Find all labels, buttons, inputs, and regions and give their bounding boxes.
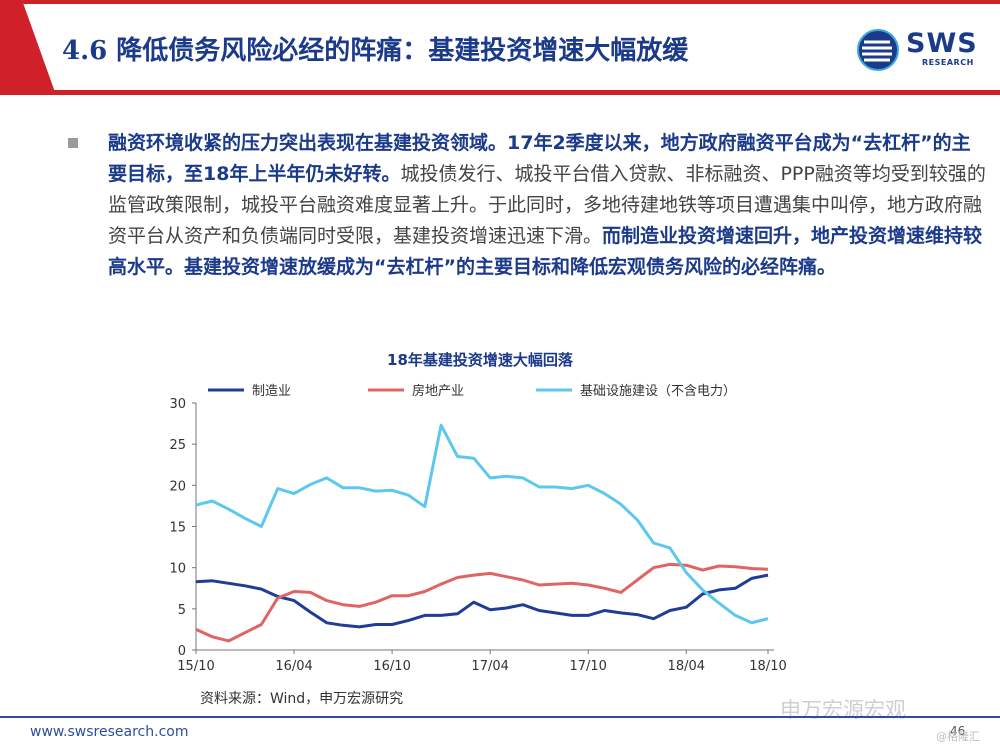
series-line-1: [195, 573, 769, 629]
series-line-2: [195, 562, 769, 643]
y-tick-label: 5: [178, 603, 186, 618]
paragraph-text: 融资环境收紧的压力突出表现在基建投资领域。17年2季度以来，地方政府融资平台成为…: [108, 128, 988, 283]
x-tick-label: 18/10: [749, 659, 786, 674]
chart-title: 18年基建投资增速大幅回落: [387, 351, 574, 369]
chart: 18年基建投资增速大幅回落 制造业 房地产业 基础设施建设（不含电力） 0 5 10 15…: [169, 351, 786, 707]
footer-url[interactable]: www.swsresearch.com: [30, 724, 189, 740]
page-title: 4.6 降低债务风险必经的阵痛：基建投资增速大幅放缓: [62, 36, 689, 66]
watermark-sub: @格隆汇: [936, 730, 980, 743]
plot-area: 0 5 10 15 20 25 30 15/10 16/04 16/10 17/04 17/10 18/…: [169, 397, 786, 674]
paragraph-bold-tail: 而制造业投资增速回升，地产投资增速维持较高水平。基建投资增速放缓成为“去杠杆”的…: [108, 225, 983, 278]
y-tick-label: 25: [169, 438, 186, 453]
x-tick-label: 16/10: [373, 659, 410, 674]
x-tick-label: 17/10: [569, 659, 606, 674]
chart-legend: 制造业 房地产业 基础设施建设（不含电力）: [208, 383, 736, 399]
x-tick-label: 17/04: [471, 659, 508, 674]
x-tick-label: 16/04: [275, 659, 312, 674]
x-tick-label: 15/10: [177, 659, 214, 674]
watermark: 申万宏源宏观: [780, 698, 906, 722]
logo-subtext: RESEARCH: [922, 58, 974, 67]
legend-label-1: 制造业: [252, 384, 291, 399]
sws-logo-icon: [857, 29, 899, 71]
footer-divider: [0, 716, 1000, 718]
title-bar: [0, 0, 1000, 95]
x-tick-label: 18/04: [668, 659, 705, 674]
bullet-square-icon: [68, 138, 78, 148]
y-tick-label: 15: [169, 521, 186, 536]
y-tick-label: 20: [169, 479, 186, 494]
sws-logo: SWS RESEARCH: [856, 28, 986, 72]
paragraph-bold-lead: 融资环境收紧的压力突出表现在基建投资领域。17年2季度以来，地方政府融资平台成为…: [108, 132, 971, 185]
y-tick-label: 0: [178, 644, 186, 659]
y-tick-label: 30: [169, 397, 186, 412]
page-number: 46: [950, 724, 966, 738]
series-line-3: [195, 423, 769, 625]
logo-text: SWS: [906, 28, 978, 59]
y-tick-label: 10: [169, 562, 186, 577]
paragraph-body: 城投债发行、城投平台借入贷款、非标融资、PPP融资等均受到较强的监管政策限制，城…: [108, 163, 986, 247]
chart-source: 资料来源：Wind，申万宏源研究: [200, 691, 403, 707]
title-accent: [0, 0, 56, 95]
legend-label-3: 基础设施建设（不含电力）: [580, 383, 736, 399]
legend-label-2: 房地产业: [412, 383, 464, 399]
